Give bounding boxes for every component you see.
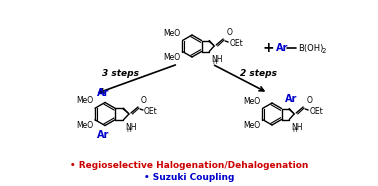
- Text: H: H: [212, 60, 217, 65]
- Text: • Regioselective Halogenation/Dehalogenation: • Regioselective Halogenation/Dehalogena…: [70, 161, 308, 171]
- Text: 2: 2: [322, 48, 326, 54]
- Text: Ar: Ar: [97, 89, 109, 98]
- Text: NH: NH: [125, 123, 137, 132]
- Text: H: H: [292, 127, 297, 132]
- Text: +: +: [262, 41, 274, 55]
- Text: O: O: [306, 96, 312, 105]
- Text: NH: NH: [211, 54, 223, 63]
- Text: MeO: MeO: [163, 52, 180, 62]
- Text: MeO: MeO: [163, 28, 180, 38]
- Text: MeO: MeO: [243, 121, 260, 129]
- Text: MeO: MeO: [76, 121, 93, 130]
- Text: MeO: MeO: [76, 96, 93, 105]
- Text: H: H: [127, 128, 131, 133]
- Text: 2 steps: 2 steps: [240, 68, 276, 78]
- Text: Ar: Ar: [276, 43, 288, 53]
- Text: Ar: Ar: [97, 130, 109, 140]
- Text: OEt: OEt: [229, 39, 243, 47]
- Text: O: O: [226, 28, 232, 37]
- Text: OEt: OEt: [144, 107, 158, 116]
- Text: OEt: OEt: [309, 107, 323, 116]
- Text: • Suzuki Coupling: • Suzuki Coupling: [144, 172, 234, 182]
- Text: Ar: Ar: [285, 94, 297, 103]
- Text: MeO: MeO: [243, 97, 260, 105]
- Text: NH: NH: [291, 123, 303, 132]
- Text: B(OH): B(OH): [298, 44, 323, 52]
- Text: O: O: [141, 96, 147, 105]
- Text: 3 steps: 3 steps: [102, 68, 138, 78]
